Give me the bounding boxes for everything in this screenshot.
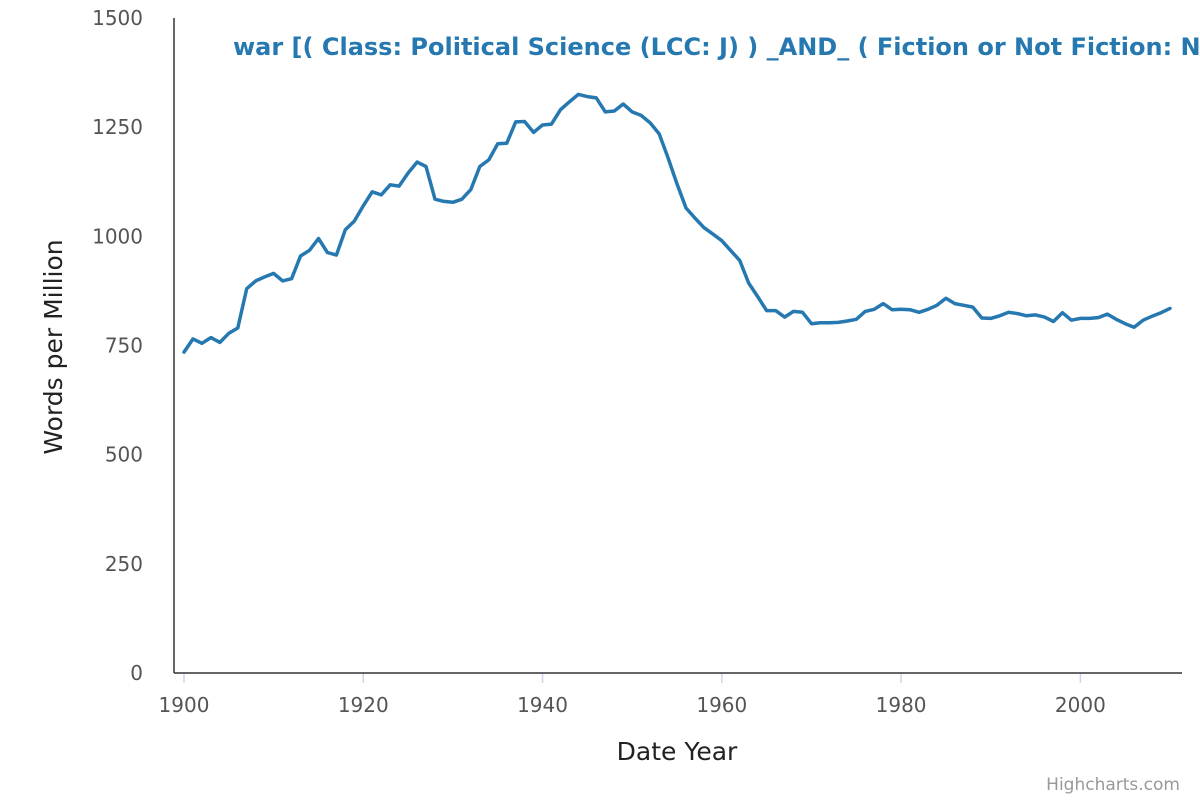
y-tick-label: 500: [105, 443, 143, 467]
series-line[interactable]: [182, 92, 1172, 354]
legend-item-series[interactable]: war [( Class: Political Science (LCC: J)…: [233, 33, 1200, 61]
x-axis-title: Date Year: [617, 737, 738, 766]
x-tick-label: 1900: [159, 693, 210, 717]
y-tick-label: 0: [130, 661, 143, 685]
y-tick-label: 1500: [92, 6, 143, 30]
y-tick-label: 1000: [92, 224, 143, 248]
y-axis-ticks: 0 250 500 750 1000 1250 1500: [92, 6, 143, 685]
x-tick-label: 1920: [338, 693, 389, 717]
y-tick-label: 250: [105, 552, 143, 576]
x-tick-label: 1980: [876, 693, 927, 717]
y-axis-title: Words per Million: [39, 239, 68, 454]
x-axis-ticks: 1900 1920 1940 1960 1980 2000: [159, 673, 1106, 717]
y-tick-label: 1250: [92, 115, 143, 139]
x-tick-label: 1960: [696, 693, 747, 717]
chart-credits[interactable]: Highcharts.com: [1046, 775, 1180, 795]
y-tick-label: 750: [105, 334, 143, 358]
x-tick-label: 2000: [1055, 693, 1106, 717]
series-layer: [182, 92, 1172, 354]
x-tick-label: 1940: [517, 693, 568, 717]
